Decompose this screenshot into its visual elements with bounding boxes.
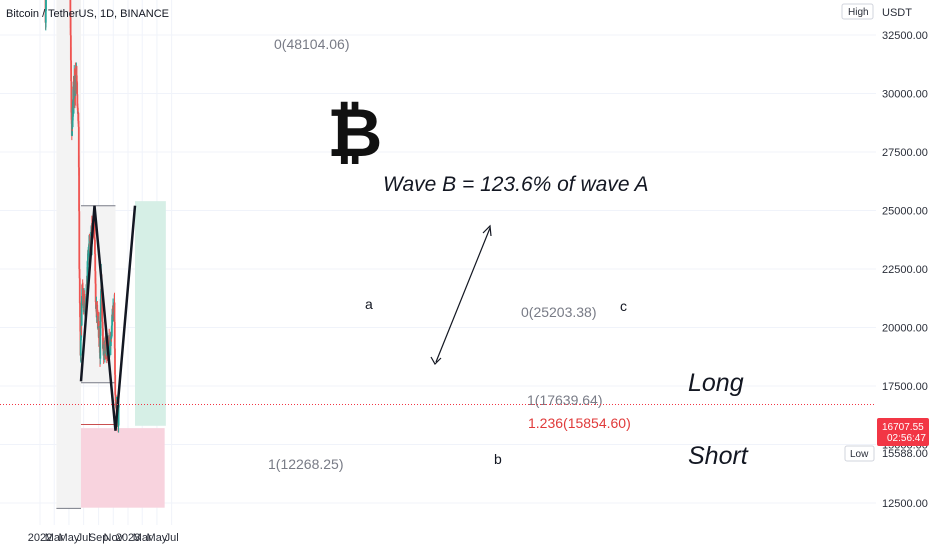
candle-body [76, 82, 79, 95]
candle-body [79, 340, 82, 356]
price-tick-label: 17500.00 [882, 381, 928, 393]
candle-body [78, 211, 81, 269]
candle-body [83, 293, 86, 298]
candle-body [114, 348, 116, 375]
fib-big-level-1-label: 1(12268.25) [268, 456, 344, 472]
candle-body [99, 312, 102, 336]
candle-body [101, 319, 104, 322]
last-price-value: 16707.55 [882, 422, 924, 433]
candle-body [80, 301, 83, 326]
last-price-tag [877, 418, 929, 446]
candle-body [76, 94, 79, 107]
time-tick-label: 2022 [28, 532, 52, 544]
candle-body [76, 107, 79, 114]
candle-body [113, 321, 116, 349]
wave-b-label: b [494, 451, 502, 467]
candle-body [94, 271, 97, 284]
high-badge [841, 3, 874, 20]
price-tick-label: 20000.00 [882, 323, 928, 335]
price-scale-currency: USDT [882, 7, 912, 19]
candle-body [78, 278, 81, 303]
price-tick-label: 25000.00 [882, 206, 928, 218]
long-zone [134, 201, 166, 426]
wave-a-label: a [365, 296, 373, 312]
candle-body [79, 317, 82, 332]
long-zone-label: Long [688, 369, 744, 397]
candle-body [70, 60, 73, 82]
bitcoin-logo-icon: ₿ [327, 94, 382, 173]
wave-c-label: c [620, 298, 627, 314]
price-tick-label: 32500.00 [882, 30, 928, 42]
candle-body [93, 215, 96, 238]
candle-body [78, 268, 81, 279]
candle-body [99, 335, 102, 359]
candle-body [99, 299, 102, 313]
fib-small-level-1236-label: 1.236(15854.60) [528, 415, 631, 431]
candle-body [113, 302, 116, 322]
candle-body [94, 239, 96, 254]
candle-body [77, 126, 80, 168]
time-tick-label: Mar [133, 532, 152, 544]
candle-body [45, 0, 47, 12]
annotation-arrow [435, 227, 491, 363]
candle-body [114, 374, 117, 395]
candle-body [80, 337, 82, 341]
candle-body [77, 120, 80, 127]
drawing-lines [79, 205, 137, 431]
time-tick-label: Mar [45, 532, 64, 544]
elliott-wave-path [79, 205, 137, 431]
candle-body [70, 81, 73, 113]
candle-body [117, 407, 120, 426]
time-tick-label: Jul [77, 532, 91, 544]
last-price-countdown: 02:56:47 [887, 433, 926, 444]
time-tick-label: Sep [89, 532, 109, 544]
time-tick-label: May [147, 532, 168, 544]
candle-body [86, 261, 89, 283]
candle-body [69, 0, 72, 18]
annotation-arrowhead-top [482, 224, 492, 237]
time-tick-label: 2023 [116, 532, 140, 544]
high-badge-label: High [848, 7, 869, 18]
low-value-label: 15588.00 [882, 448, 928, 460]
candle-body [81, 296, 83, 302]
time-tick-label: May [59, 532, 80, 544]
candle-body [78, 167, 80, 212]
wave-b-annotation: Wave B = 123.6% of wave A [383, 173, 649, 196]
time-tick-label: Nov [104, 532, 124, 544]
candle-body [79, 302, 81, 318]
candle-body [101, 294, 104, 320]
candle-body [111, 314, 113, 326]
fib-big-level-0-label: 0(48104.06) [274, 36, 350, 52]
price-scale[interactable]: 10000.0012500.0015000.0017500.0020000.00… [882, 0, 928, 550]
price-tick-label: 30000.00 [882, 89, 928, 101]
price-tick-label: 22500.00 [882, 264, 928, 276]
annotation-arrowhead-bottom [430, 356, 442, 365]
time-tick-label: Jul [165, 532, 179, 544]
low-badge-label: Low [850, 449, 869, 460]
fib-small-level-1-label: 1(17639.64) [527, 392, 603, 408]
fib-small-level-0-label: 0(25203.38) [521, 304, 597, 320]
short-zone-label: Short [688, 442, 749, 470]
chart-title: Bitcoin / TetherUS, 1D, BINANCE [6, 8, 169, 20]
price-tick-label: 12500.00 [882, 498, 928, 510]
price-tick-label: 27500.00 [882, 147, 928, 159]
low-badge [844, 445, 875, 462]
candle-body [94, 253, 97, 272]
short-zone [80, 428, 165, 508]
